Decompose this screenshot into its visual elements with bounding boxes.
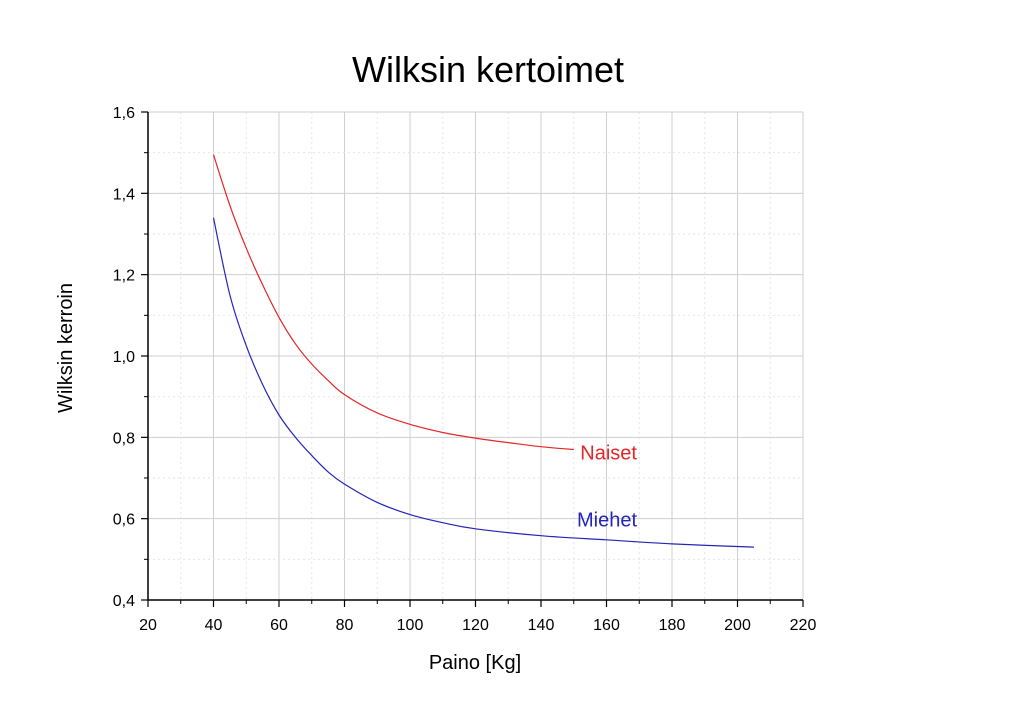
x-tick-label: 100 xyxy=(397,617,424,634)
x-tick-label: 40 xyxy=(205,617,223,634)
series-label-naiset: Naiset xyxy=(580,443,637,465)
y-tick-label: 1,0 xyxy=(113,349,135,366)
x-tick-label: 220 xyxy=(790,617,817,634)
tick-labels: 20 40 60 80 100 120 140 160 180 200 220 0,4 0,6 0,8 1,… xyxy=(113,105,817,634)
grid xyxy=(148,111,804,600)
y-tick-label: 0,4 xyxy=(113,593,135,610)
x-tick-label: 60 xyxy=(270,617,288,634)
x-tick-label: 180 xyxy=(659,617,686,634)
series-line-miehet xyxy=(212,217,754,548)
x-tick-label: 160 xyxy=(593,617,620,634)
chart-title: Wilksin kertoimet xyxy=(352,49,624,90)
x-tick-label: 80 xyxy=(336,617,354,634)
x-tick-label: 200 xyxy=(724,617,751,634)
axes xyxy=(141,111,804,607)
series-label-miehet: Miehet xyxy=(577,510,637,532)
y-tick-label: 0,6 xyxy=(113,512,135,529)
x-axis-label: Paino [Kg] xyxy=(429,652,521,674)
y-tick-label: 1,4 xyxy=(113,186,135,203)
y-tick-label: 1,6 xyxy=(113,105,135,122)
x-tick-label: 120 xyxy=(462,617,489,634)
x-tick-label: 20 xyxy=(139,617,157,634)
series-line-naiset xyxy=(212,154,574,451)
series: Naiset Miehet xyxy=(212,154,754,548)
y-axis-label: Wilksin kerroin xyxy=(55,283,77,413)
y-tick-label: 0,8 xyxy=(113,430,135,447)
y-tick-label: 1,2 xyxy=(113,268,135,285)
x-tick-label: 140 xyxy=(528,617,555,634)
